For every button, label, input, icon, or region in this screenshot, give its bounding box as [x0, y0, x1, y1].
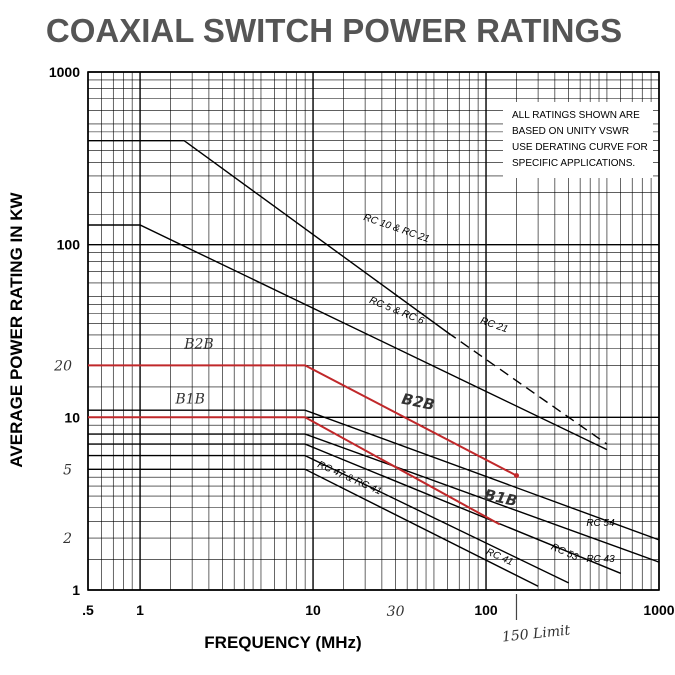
annotation-1: 5 — [63, 462, 72, 478]
series-line-8 — [88, 364, 517, 477]
annotation-4: 150 Limit — [501, 622, 571, 645]
y-tick-label-3: 1000 — [49, 64, 80, 80]
note: ALL RATINGS SHOWN ARE BASED ON UNITY VSWR… — [512, 110, 648, 169]
y-tick-label-0: 1 — [72, 582, 80, 598]
x-tick-label-1: 1 — [136, 602, 144, 618]
chart-title: COAXIAL SWITCH POWER RATINGS — [46, 12, 622, 49]
series-line-9 — [88, 416, 501, 526]
series-line-6 — [88, 454, 569, 584]
x-tick-label-2: 10 — [305, 602, 321, 618]
series-label-inline-8: B2B — [400, 390, 436, 415]
x-tick-label-4: 1000 — [643, 602, 674, 618]
series-line-7 — [88, 468, 539, 587]
series-line-0 — [88, 139, 449, 334]
x-tick-label-0: .5 — [82, 602, 94, 618]
annotation-0: 20 — [53, 358, 72, 374]
x-tick-label-3: 100 — [474, 602, 498, 618]
note-background — [503, 102, 653, 178]
series-label-3: RC 54 — [586, 518, 615, 529]
b2b-end-marker — [513, 473, 519, 479]
series-line-3 — [88, 409, 660, 541]
series-line-2 — [88, 224, 608, 451]
annotation-3: 30 — [387, 604, 405, 620]
series-label-1: RC 21 — [479, 316, 509, 336]
y-axis-label: AVERAGE POWER RATING IN KW — [7, 191, 26, 467]
y-tick-label-2: 100 — [57, 237, 81, 253]
note-line-1: BASED ON UNITY VSWR — [512, 126, 629, 137]
series-line-5 — [88, 443, 621, 574]
x-axis-label: FREQUENCY (MHz) — [204, 633, 361, 652]
annotation-2: 2 — [62, 531, 72, 547]
series-label-0: RC 10 & RC 21 — [362, 212, 431, 245]
note-line-3: SPECIFIC APPLICATIONS. — [512, 158, 635, 169]
series-line-4 — [88, 433, 660, 563]
note-line-0: ALL RATINGS SHOWN ARE — [512, 110, 640, 121]
plot-frame — [87, 71, 660, 591]
series-label-5: RC 53 — [549, 542, 580, 564]
y-tick-label-1: 10 — [64, 409, 80, 425]
series-label-inline-9: B1B — [483, 486, 519, 511]
series-label-9: B1B — [174, 392, 204, 408]
series-line-1 — [447, 331, 608, 445]
note-line-2: USE DERATING CURVE FOR — [512, 142, 648, 153]
series-label-4: RC 43 — [586, 554, 615, 565]
annotations-group: 20 5 2 30 150 Limit — [53, 358, 571, 645]
series-label-8: B2B — [183, 337, 213, 353]
